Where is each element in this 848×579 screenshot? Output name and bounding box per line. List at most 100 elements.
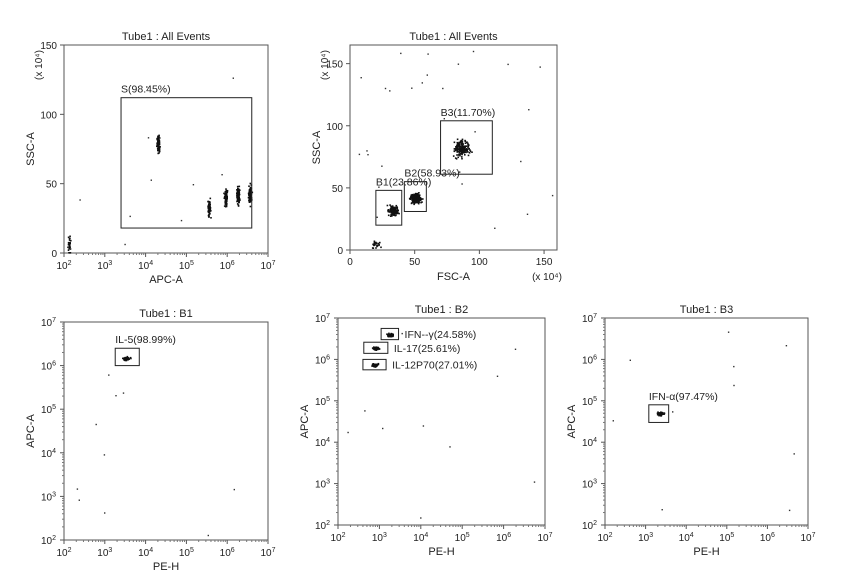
event-dot — [460, 148, 462, 150]
event-dot — [462, 143, 464, 146]
event-dot — [456, 149, 458, 151]
event-dot — [225, 192, 228, 195]
event-dot — [123, 358, 126, 361]
event-dot — [663, 413, 665, 415]
event-dot — [126, 357, 128, 360]
event-dot — [474, 131, 476, 133]
cluster-B3 — [452, 138, 473, 160]
y-tick-label: 0 — [337, 246, 343, 257]
event-dot — [394, 213, 396, 215]
event-dot — [733, 384, 735, 387]
event-dot — [467, 144, 469, 146]
event-dot — [390, 207, 393, 209]
plot-3: Tube1 : B1 102 103 104 105 106 107 102 103 104 105… — [25, 308, 276, 573]
event-dot — [236, 190, 239, 192]
event-dot — [396, 207, 399, 209]
event-dot — [158, 150, 161, 153]
event-dot — [422, 198, 424, 200]
event-dot — [124, 243, 126, 246]
event-dot — [456, 154, 458, 156]
event-dot — [391, 215, 393, 217]
event-dot — [416, 195, 418, 198]
event-dot — [250, 194, 252, 197]
y-tick-label: 102 — [582, 520, 597, 532]
event-dot — [394, 209, 396, 211]
y-tick-label: 0 — [51, 249, 57, 260]
event-dot — [375, 349, 377, 351]
y-tick-label: 107 — [41, 317, 56, 329]
event-dot — [417, 196, 420, 198]
x-tick-label: 107 — [800, 532, 815, 544]
x-axis-label: PE-H — [153, 561, 179, 573]
event-dot — [460, 143, 463, 146]
event-dot — [461, 138, 464, 141]
event-dot — [390, 205, 392, 208]
event-dot — [464, 142, 467, 144]
event-dot — [207, 210, 210, 212]
event-dot — [393, 211, 395, 214]
event-dot — [514, 348, 517, 350]
event-dot — [238, 185, 241, 188]
event-dot — [415, 201, 418, 204]
gate-label: IFN-α(97.47%) — [649, 391, 718, 403]
event-dot — [467, 154, 470, 157]
event-dot — [464, 150, 466, 152]
event-dot — [396, 212, 398, 215]
event-dot — [459, 147, 462, 149]
event-dot — [393, 210, 395, 213]
event-dot — [386, 333, 388, 335]
y-tick-label: 150 — [40, 41, 57, 52]
event-dot — [467, 148, 469, 150]
event-dot — [392, 207, 394, 210]
event-dot — [210, 217, 212, 219]
event-dot — [108, 374, 110, 376]
event-dot — [458, 141, 460, 144]
event-dot — [157, 139, 160, 142]
event-dot — [612, 420, 614, 422]
event-dot — [249, 182, 252, 185]
event-dot — [375, 347, 378, 349]
event-dot — [375, 247, 377, 249]
cluster-cluster-3 — [223, 188, 229, 208]
event-dot — [507, 63, 509, 66]
event-dot — [68, 245, 71, 247]
x-axis-label: PE-H — [428, 546, 454, 558]
event-dot — [417, 202, 420, 204]
event-dot — [68, 252, 70, 254]
event-dot — [411, 197, 414, 200]
event-dot — [397, 212, 399, 214]
event-dot — [225, 193, 227, 196]
event-dot — [104, 512, 106, 514]
event-dot — [371, 247, 374, 249]
event-dot — [458, 151, 460, 154]
event-dot — [393, 207, 395, 209]
gate — [363, 341, 389, 354]
event-dot — [659, 412, 661, 415]
event-dot — [236, 200, 238, 203]
y-tick-label: 106 — [582, 354, 597, 366]
event-dot — [466, 149, 468, 151]
event-dot — [413, 193, 415, 196]
event-dot — [533, 481, 536, 483]
event-dot — [663, 412, 665, 414]
cluster-cluster-5 — [247, 182, 254, 208]
event-dot — [157, 152, 159, 155]
cluster-IFN-gamma — [386, 332, 394, 338]
event-dot — [465, 148, 468, 150]
event-dot — [461, 144, 463, 147]
event-dot — [468, 152, 471, 154]
event-dot — [467, 146, 469, 148]
event-dot — [248, 185, 250, 187]
event-dot — [122, 357, 124, 360]
event-dot — [395, 204, 398, 207]
gate — [120, 97, 253, 229]
event-dot — [207, 200, 210, 203]
y-tick-label: 102 — [315, 520, 330, 532]
event-dot — [388, 211, 391, 213]
event-dot — [384, 87, 387, 90]
plot-title: Tube1 : All Events — [122, 31, 211, 43]
event-dot — [358, 153, 361, 156]
event-dot — [793, 453, 795, 455]
event-dot — [672, 411, 674, 413]
event-dot — [464, 146, 466, 148]
